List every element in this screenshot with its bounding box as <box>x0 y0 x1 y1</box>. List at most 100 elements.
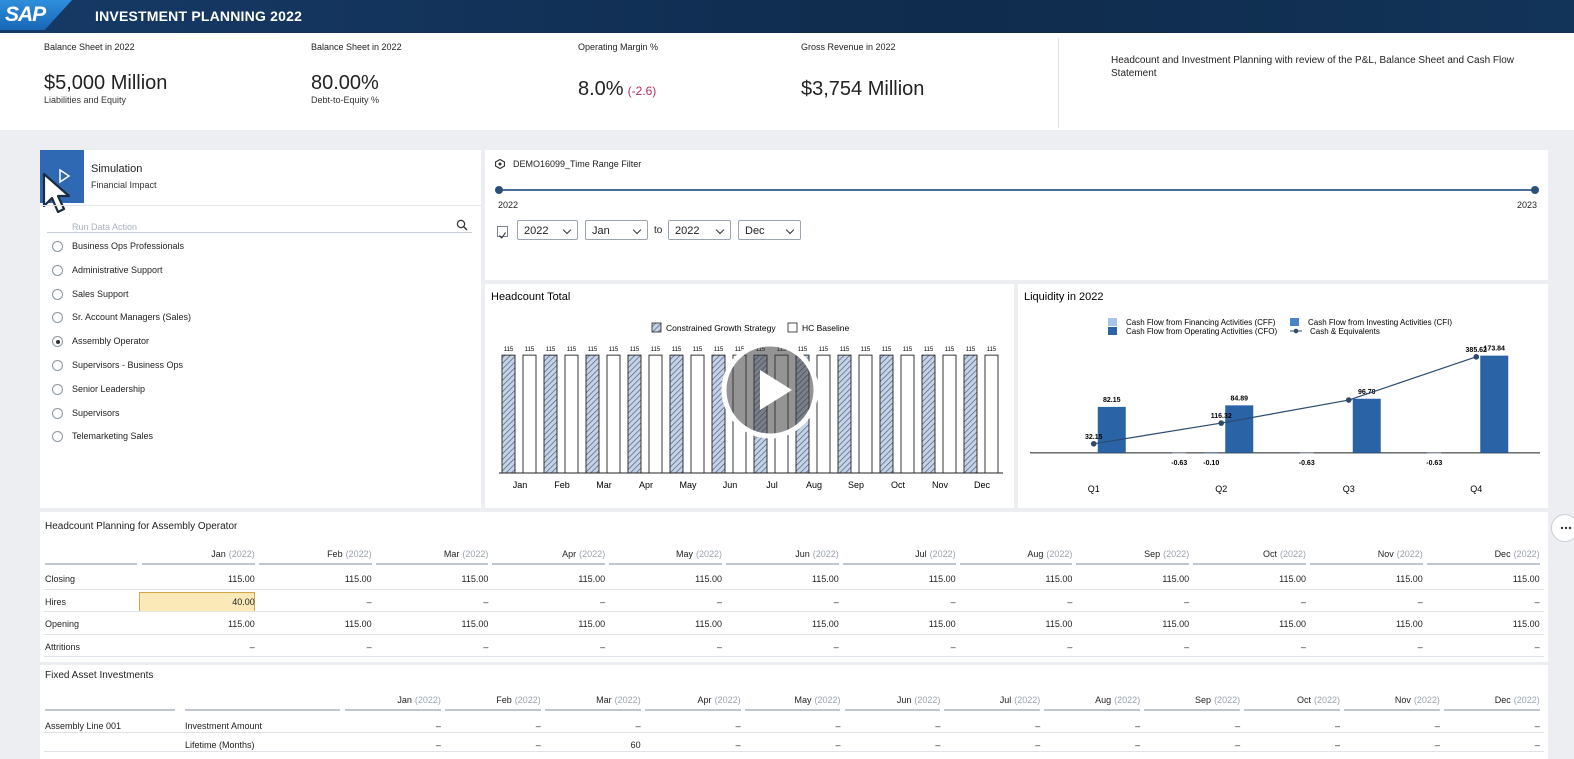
month: Aug <box>1095 695 1112 705</box>
radio-button[interactable] <box>52 336 63 348</box>
column-header: Aug (2022) <box>960 549 1072 559</box>
search-icon[interactable] <box>456 219 468 231</box>
cell: 115.00 <box>1395 619 1423 630</box>
column-header: Feb (2022) <box>259 549 372 559</box>
slider-handle[interactable] <box>1531 186 1539 194</box>
search-box[interactable] <box>47 218 472 233</box>
data-label: 115 <box>924 347 934 353</box>
bar <box>606 354 621 474</box>
chart-title: Headcount Total <box>491 291 570 303</box>
cell: – <box>1417 596 1423 607</box>
x-tick-label: Oct <box>891 480 906 490</box>
row-label: Assembly Line 001 <box>45 721 122 731</box>
x-tick-label: Q4 <box>1470 484 1482 494</box>
radio-button[interactable] <box>52 288 63 300</box>
radio-button[interactable] <box>52 264 63 276</box>
header-rule <box>1244 709 1340 711</box>
cell: 60 <box>630 740 641 750</box>
slider-handle[interactable] <box>495 186 503 194</box>
month: May <box>794 695 812 705</box>
bar <box>1225 405 1254 453</box>
data-label: 115 <box>903 347 913 353</box>
cell: – <box>435 721 441 731</box>
radio-button[interactable] <box>52 431 63 443</box>
x-tick-label: Apr <box>639 480 653 490</box>
radio-button[interactable] <box>52 383 63 395</box>
cell: – <box>435 740 441 750</box>
table-title: Headcount Planning for Assembly Operator <box>45 521 238 532</box>
data-label: 115 <box>546 347 556 353</box>
data-label: 115 <box>735 347 745 353</box>
cell: – <box>1035 721 1041 731</box>
bar <box>1299 452 1314 454</box>
data-label: 115 <box>672 347 682 353</box>
header-rule <box>492 563 606 565</box>
dropdown[interactable]: Dec <box>738 220 801 240</box>
kpi-label: Gross Revenue in 2022 <box>801 42 896 52</box>
radio-button[interactable] <box>52 407 63 419</box>
data-label: 115 <box>840 347 850 353</box>
legend-label: Cash Flow from Investing Activities (CFI… <box>1308 318 1452 327</box>
row-label: Lifetime (Months) <box>185 740 255 750</box>
checkbox[interactable] <box>497 226 508 239</box>
header-rule <box>726 563 839 565</box>
legend-label: Cash & Equivalents <box>1310 327 1380 336</box>
month: Feb <box>496 695 512 705</box>
year: (2022) <box>228 549 255 559</box>
year: (2022) <box>814 695 841 705</box>
cell: 115.00 <box>1045 619 1073 630</box>
kpi-subtitle: Liabilities and Equity <box>44 95 127 105</box>
row-label: Opening <box>45 619 80 630</box>
app-title: INVESTMENT PLANNING 2022 <box>95 8 303 24</box>
range-slider[interactable] <box>499 189 1535 191</box>
dropdown[interactable]: Jan <box>585 220 648 240</box>
cell: 115.00 <box>811 574 839 584</box>
year: (2022) <box>1014 695 1041 705</box>
cell: – <box>1534 740 1540 750</box>
month: Aug <box>1027 549 1044 559</box>
radio-button[interactable] <box>52 241 63 252</box>
x-tick-label: Feb <box>554 480 570 490</box>
filter-panel <box>485 150 1548 280</box>
header-rule <box>45 709 175 711</box>
cell: 115.00 <box>578 574 606 584</box>
x-tick-label: Jun <box>723 480 738 490</box>
radio-button[interactable] <box>52 360 63 371</box>
month: Jun <box>795 549 810 559</box>
column-header: Mar (2022) <box>376 549 489 559</box>
play-icon <box>59 168 71 184</box>
dropdown[interactable]: 2022 <box>517 220 578 240</box>
cell: 115.00 <box>1162 574 1190 584</box>
dropdown[interactable]: 2022 <box>668 220 731 240</box>
column-header: May (2022) <box>745 695 841 705</box>
header-rule <box>1193 563 1306 565</box>
data-label: -0.63 <box>1299 460 1315 467</box>
row-rule <box>44 732 1544 733</box>
data-label: 115 <box>798 347 808 353</box>
line-series <box>1093 356 1477 445</box>
column-header: Mar (2022) <box>545 695 641 705</box>
column-header: Dec (2022) <box>1444 695 1540 705</box>
search-placeholder: Run Data Action <box>72 222 138 232</box>
cell: 115.00 <box>344 574 372 584</box>
data-label: 115 <box>861 347 871 353</box>
kpi-label: Operating Margin % <box>578 42 659 52</box>
x-tick-label: Jan <box>513 480 528 490</box>
column-header: Oct (2022) <box>1193 549 1306 559</box>
data-label: 173.84 <box>1484 346 1506 353</box>
header-rule <box>544 709 641 711</box>
column-header: May (2022) <box>609 549 722 559</box>
bar <box>501 354 516 474</box>
bar <box>858 354 873 474</box>
bar <box>1204 452 1219 454</box>
more-button[interactable] <box>1551 514 1574 542</box>
line-point <box>1473 354 1480 360</box>
headcount-table-panel <box>40 512 1548 662</box>
x-tick-label: Mar <box>596 480 612 490</box>
video-play-overlay[interactable] <box>720 340 820 440</box>
logo[interactable]: SAP <box>5 3 46 26</box>
cell: – <box>833 596 839 607</box>
header-rule <box>345 709 441 711</box>
radio-button[interactable] <box>52 312 63 324</box>
